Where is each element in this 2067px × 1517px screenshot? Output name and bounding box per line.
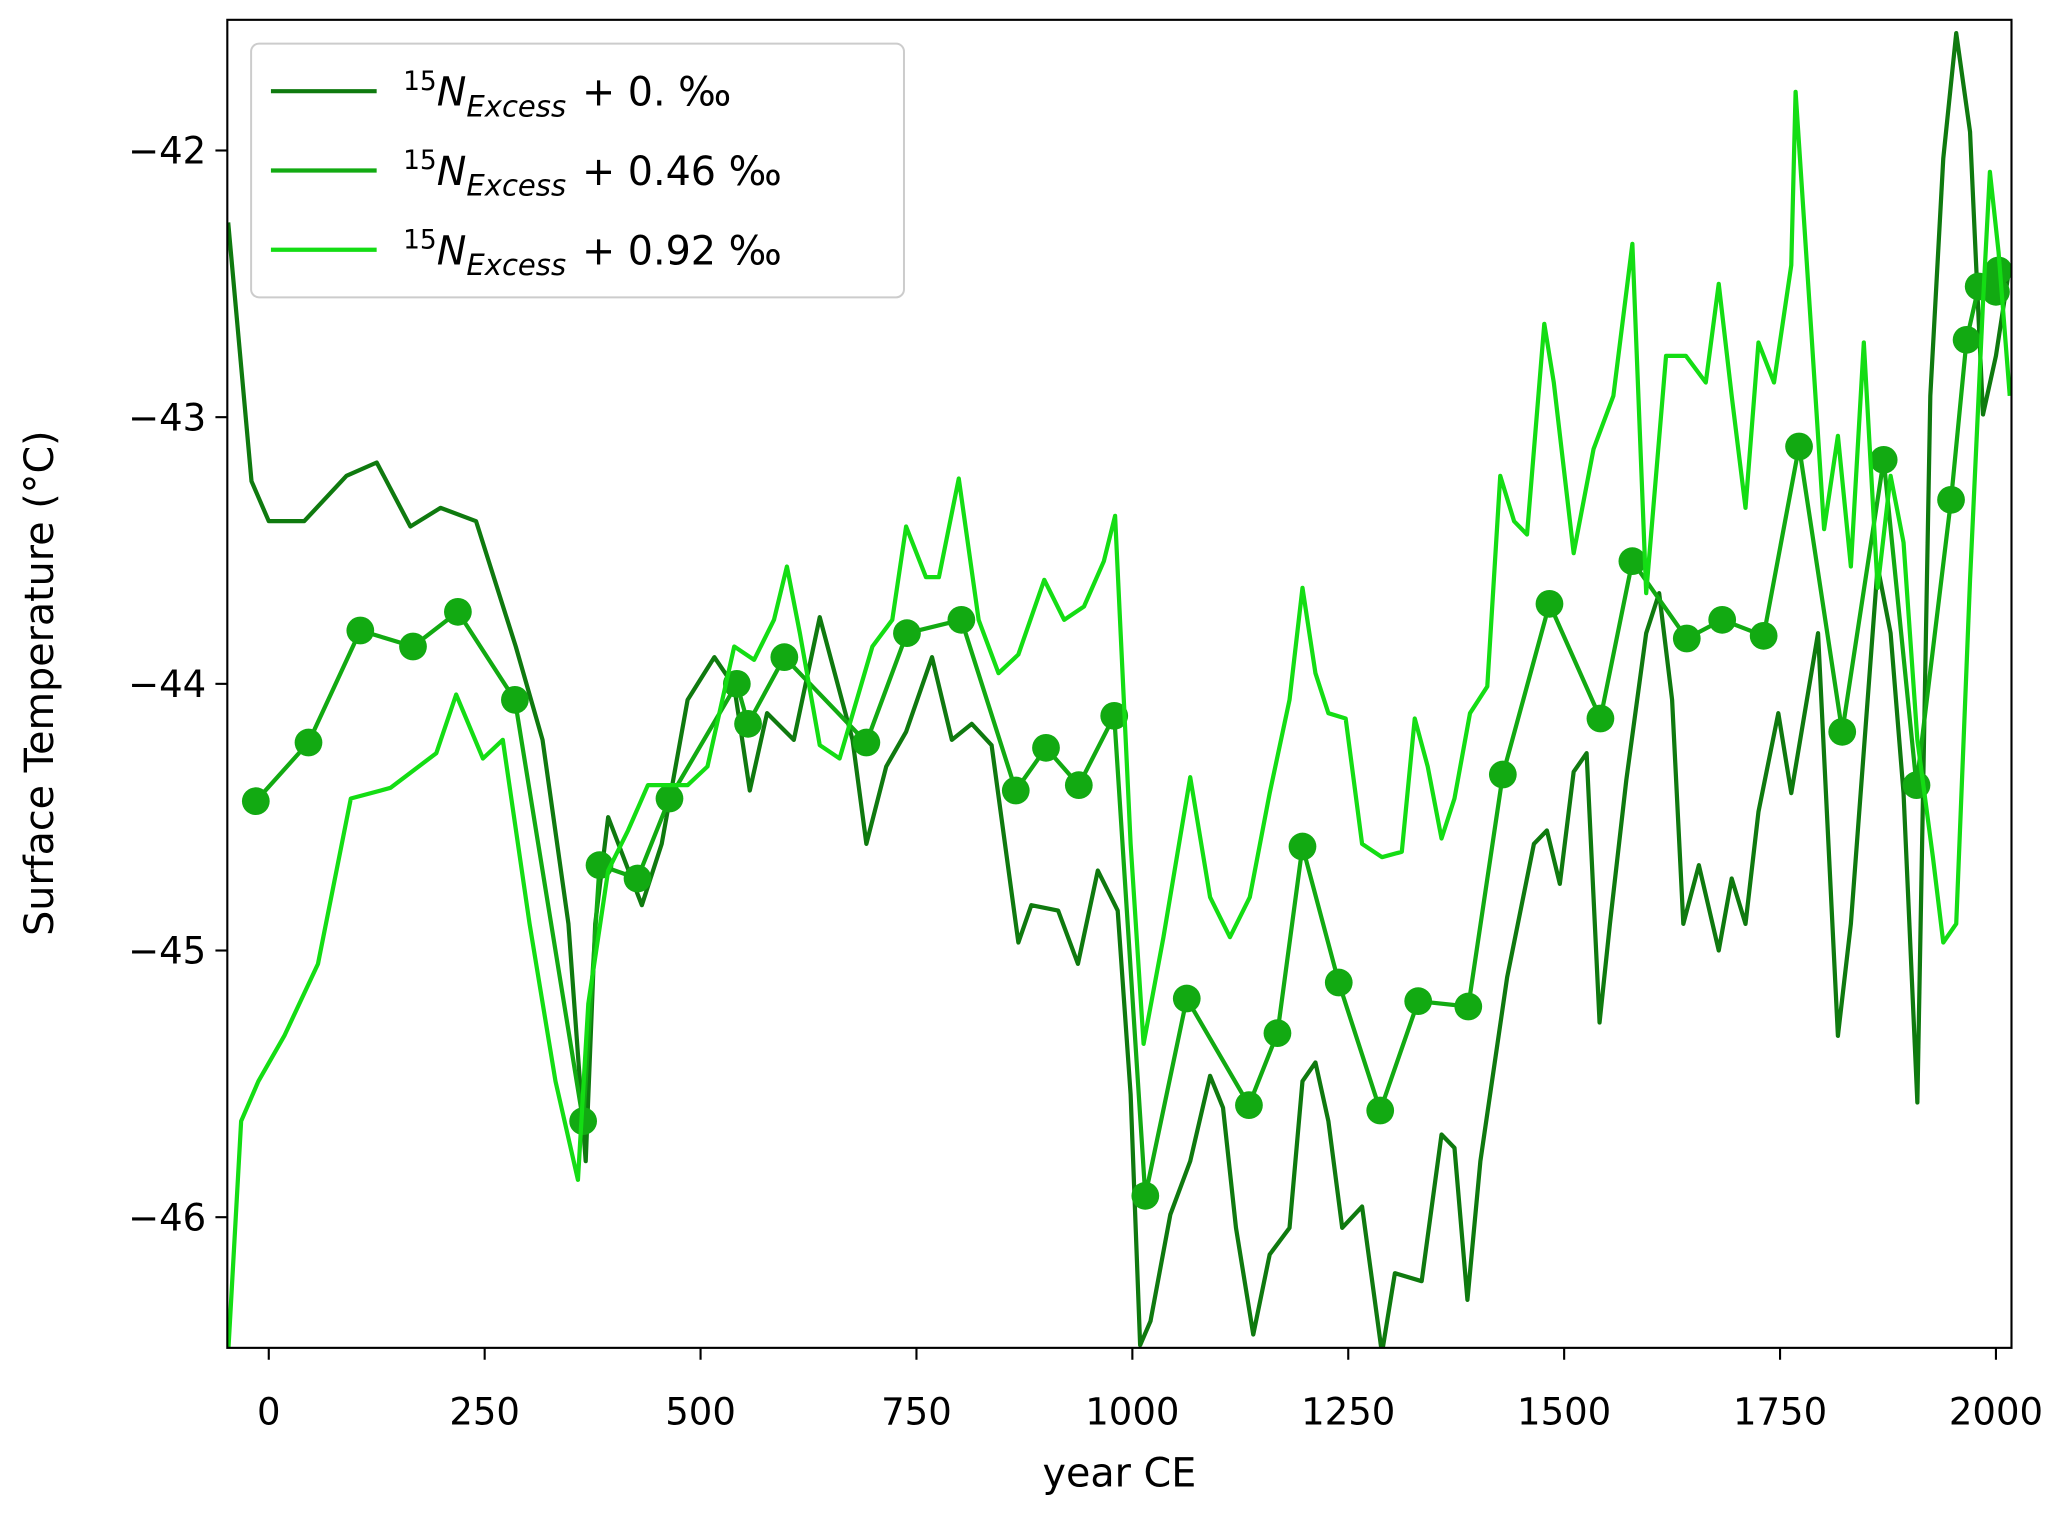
series-marker — [1672, 624, 1701, 653]
plot-area — [227, 31, 2012, 1348]
legend-box — [250, 42, 905, 299]
series-line — [227, 89, 2012, 1348]
series-line — [227, 31, 2012, 1348]
series-marker — [1064, 771, 1093, 800]
y-tick-label: −42 — [128, 130, 206, 173]
x-tick-label: 1500 — [1517, 1391, 1611, 1434]
legend-label: 15NExcess + 0. ‰ — [403, 66, 731, 123]
series-marker — [444, 597, 472, 626]
series-marker — [1937, 485, 1965, 514]
series-marker — [1618, 547, 1647, 576]
series-marker — [655, 784, 684, 813]
legend-label-part: + 0.92 ‰ — [582, 228, 782, 274]
legend-label-part: N — [437, 228, 467, 274]
series-marker — [852, 728, 881, 757]
series-marker — [770, 643, 799, 672]
x-tick-label: 1750 — [1733, 1391, 1827, 1434]
series-marker — [1586, 704, 1615, 733]
series-marker — [1235, 1091, 1263, 1120]
series-marker — [1288, 832, 1317, 861]
x-tick-label: 500 — [665, 1391, 736, 1434]
series-marker — [947, 605, 976, 634]
y-tick-label: −44 — [128, 663, 206, 706]
series-marker — [1454, 992, 1483, 1021]
series-marker — [722, 669, 751, 698]
legend-label-part: Excess — [466, 169, 566, 203]
legend-label-part: + 0.46 ‰ — [582, 149, 782, 195]
x-tick-label: 750 — [881, 1391, 952, 1434]
series-marker — [346, 616, 375, 645]
series-marker — [1535, 589, 1564, 618]
legend-label-part: + 0. ‰ — [582, 70, 731, 116]
series-marker — [501, 685, 529, 714]
series-marker — [1488, 760, 1517, 789]
x-tick-label: 1000 — [1085, 1391, 1179, 1434]
x-tick-label: 250 — [449, 1391, 520, 1434]
y-tick-label: −45 — [128, 930, 206, 973]
series-marker — [1100, 701, 1129, 730]
series-marker — [1131, 1181, 1160, 1210]
legend: 15NExcess + 0. ‰15NExcess + 0.46 ‰15NExces… — [250, 42, 905, 299]
series-marker — [1708, 605, 1737, 634]
legend-label-part: 15 — [403, 145, 437, 176]
y-axis-label: Surface Temperature (°C) — [17, 430, 63, 936]
series-marker — [1263, 1019, 1292, 1048]
series-marker — [1869, 445, 1898, 474]
legend-label-part: 15 — [403, 224, 437, 255]
series-marker — [1828, 717, 1857, 746]
series-marker — [623, 864, 652, 893]
series-marker — [1032, 733, 1060, 762]
series-marker — [1404, 987, 1433, 1016]
x-tick-label: 2000 — [1949, 1391, 2043, 1434]
series-marker — [1172, 984, 1201, 1013]
y-tick-label: −46 — [128, 1196, 206, 1239]
series-marker — [1001, 776, 1030, 805]
series-marker — [1366, 1096, 1395, 1125]
legend-label-part: Excess — [466, 248, 566, 282]
y-tick-label: −43 — [128, 396, 206, 439]
x-tick-label: 1250 — [1301, 1391, 1395, 1434]
series-marker — [294, 728, 323, 757]
legend-label-part: N — [437, 70, 467, 116]
series-marker — [1324, 968, 1353, 997]
series-marker — [241, 787, 270, 816]
series-marker — [893, 619, 921, 648]
legend-label-part: 15 — [403, 66, 437, 97]
series-marker — [1952, 325, 1981, 354]
legend-label-part: Excess — [466, 89, 566, 123]
legend-label-part: N — [437, 149, 467, 195]
series-marker — [1785, 432, 1813, 461]
series-marker — [399, 632, 427, 661]
series-marker — [1749, 621, 1778, 650]
legend-label: 15NExcess + 0.46 ‰ — [403, 145, 782, 202]
legend-label: 15NExcess + 0.92 ‰ — [403, 224, 782, 281]
series-marker — [734, 709, 762, 738]
x-tick-label: 0 — [257, 1391, 281, 1434]
x-axis-label: year CE — [1043, 1451, 1197, 1497]
